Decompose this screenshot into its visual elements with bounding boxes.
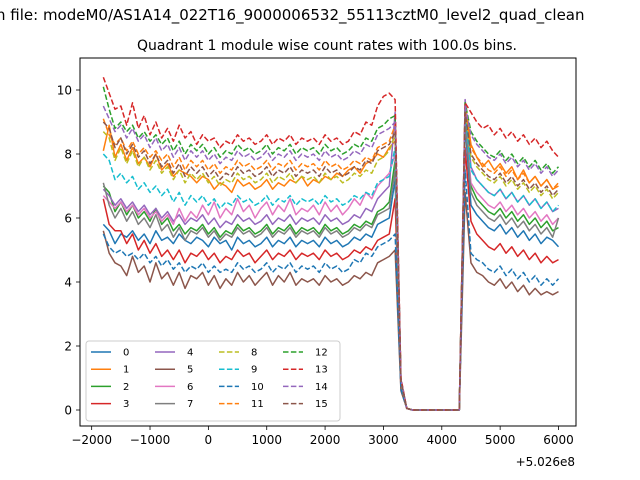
series-line-2 (102, 114, 559, 411)
series-line-13 (102, 76, 560, 411)
series-line-12 (102, 86, 560, 411)
legend-label-14: 14 (315, 382, 328, 393)
x-tick-label: 6000 (543, 433, 574, 447)
legend-frame (85, 340, 341, 422)
legend-label-15: 15 (315, 399, 328, 410)
series-line-9 (102, 111, 560, 411)
y-axis: 0 2 4 6 8 10 (57, 84, 80, 418)
figure-suptitle: n file: modeM0/AS1A14_022T16_9000006532_… (0, 6, 585, 25)
legend-label-5: 5 (187, 365, 193, 376)
x-tick-label: −1000 (130, 433, 171, 447)
x-tick-label: 0 (205, 433, 213, 447)
legend-label-4: 4 (187, 348, 193, 359)
series-line-11 (102, 105, 560, 411)
legend-label-3: 3 (123, 399, 129, 410)
legend-label-7: 7 (187, 399, 193, 410)
series-line-5 (102, 191, 559, 411)
x-tick-label: 1000 (251, 433, 282, 447)
x-tick-label: 4000 (427, 433, 458, 447)
legend-label-12: 12 (315, 348, 328, 359)
x-tick-label: −2000 (71, 433, 112, 447)
y-tick-label: 4 (64, 276, 72, 290)
plot-frame (79, 57, 577, 427)
x-tick-label: 2000 (310, 433, 341, 447)
legend-label-0: 0 (123, 348, 129, 359)
legend-label-8: 8 (251, 348, 257, 359)
chart-title: Quadrant 1 module wise count rates with … (137, 38, 517, 54)
y-tick-label: 8 (64, 148, 72, 162)
x-tick-label: 3000 (368, 433, 399, 447)
y-tick-label: 10 (57, 84, 72, 98)
legend-label-11: 11 (251, 399, 264, 410)
legend-label-6: 6 (187, 382, 193, 393)
series-line-7 (102, 118, 560, 411)
legend-label-10: 10 (251, 382, 264, 393)
legend-label-2: 2 (123, 382, 129, 393)
series-line-6 (102, 121, 560, 411)
legend-label-13: 13 (315, 365, 328, 376)
x-axis: −2000 −1000 0 1000 2000 3000 4000 5000 6000 (71, 426, 574, 447)
series-line-0 (102, 124, 560, 411)
y-tick-label: 6 (64, 212, 72, 226)
x-tick-label: 5000 (485, 433, 516, 447)
series-lines (102, 76, 560, 411)
x-axis-offset-label: +5.026e8 (516, 455, 575, 469)
series-line-10 (102, 169, 560, 411)
legend-label-1: 1 (123, 365, 129, 376)
series-line-15 (102, 111, 560, 411)
y-tick-label: 2 (64, 340, 72, 354)
series-line-8 (102, 108, 560, 411)
series-line-3 (102, 146, 559, 411)
series-line-14 (102, 105, 560, 411)
legend-label-9: 9 (251, 365, 257, 376)
y-tick-label: 0 (64, 404, 72, 418)
